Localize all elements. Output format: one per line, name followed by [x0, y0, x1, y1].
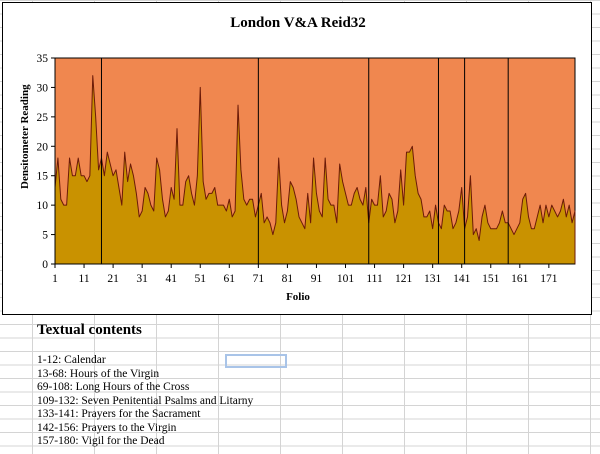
- x-tick-label: 11: [79, 273, 90, 285]
- x-tick-label: 31: [136, 273, 148, 285]
- y-tick-label: 0: [42, 259, 48, 271]
- x-tick-label: 41: [165, 273, 177, 285]
- x-tick-label: 71: [253, 273, 265, 285]
- x-tick-label: 91: [311, 273, 323, 285]
- y-tick-label: 30: [37, 82, 49, 94]
- x-axis-label: Folio: [286, 291, 310, 303]
- chart-title: London V&A Reid32: [230, 15, 366, 31]
- y-tick-label: 20: [37, 141, 49, 153]
- contents-item: 133-141: Prayers for the Sacrament: [37, 408, 201, 420]
- contents-heading: Textual contents: [37, 322, 142, 338]
- series-area: [54, 75, 576, 265]
- x-tick-label: 131: [424, 273, 442, 285]
- x-tick-label: 81: [282, 273, 294, 285]
- y-tick-label: 10: [37, 200, 49, 212]
- x-tick-label: 121: [395, 273, 413, 285]
- x-tick-label: 151: [482, 273, 500, 285]
- chart-area[interactable]: 0 5 10 15 20 25 30 35 1 11 21 31 41 51 61 71 81 91 101 111 1…: [2, 2, 592, 315]
- x-tick-label: 1: [52, 273, 58, 285]
- x-tick-label: 61: [224, 273, 236, 285]
- x-tick-label: 21: [107, 273, 119, 285]
- contents-item: 13-68: Hours of the Virgin: [37, 367, 160, 380]
- x-tick-label: 171: [540, 273, 558, 285]
- contents-item: 69-108: Long Hours of the Cross: [37, 381, 190, 393]
- contents-item: 109-132: Seven Penitential Psalms and Li…: [37, 394, 254, 407]
- y-tick-label: 25: [37, 112, 49, 124]
- contents-item: 1-12: Calendar: [37, 354, 106, 366]
- selected-cell[interactable]: [225, 354, 287, 368]
- y-tick-label: 5: [42, 230, 48, 242]
- x-tick-label: 111: [366, 273, 383, 285]
- contents-item: 142-156: Prayers to the Virgin: [37, 421, 177, 434]
- y-axis-label: Densitometer Reading: [19, 84, 31, 189]
- x-tick-label: 161: [511, 273, 529, 285]
- x-tick-label: 51: [195, 273, 207, 285]
- contents-item: 157-180: Vigil for the Dead: [37, 435, 165, 447]
- contents-list: 1-12: Calendar 13-68: Hours of the Virgi…: [37, 354, 253, 449]
- x-tick-label: 101: [337, 273, 355, 285]
- y-tick-label: 35: [37, 53, 49, 65]
- y-tick-label: 15: [37, 171, 49, 183]
- x-tick-label: 141: [453, 273, 471, 285]
